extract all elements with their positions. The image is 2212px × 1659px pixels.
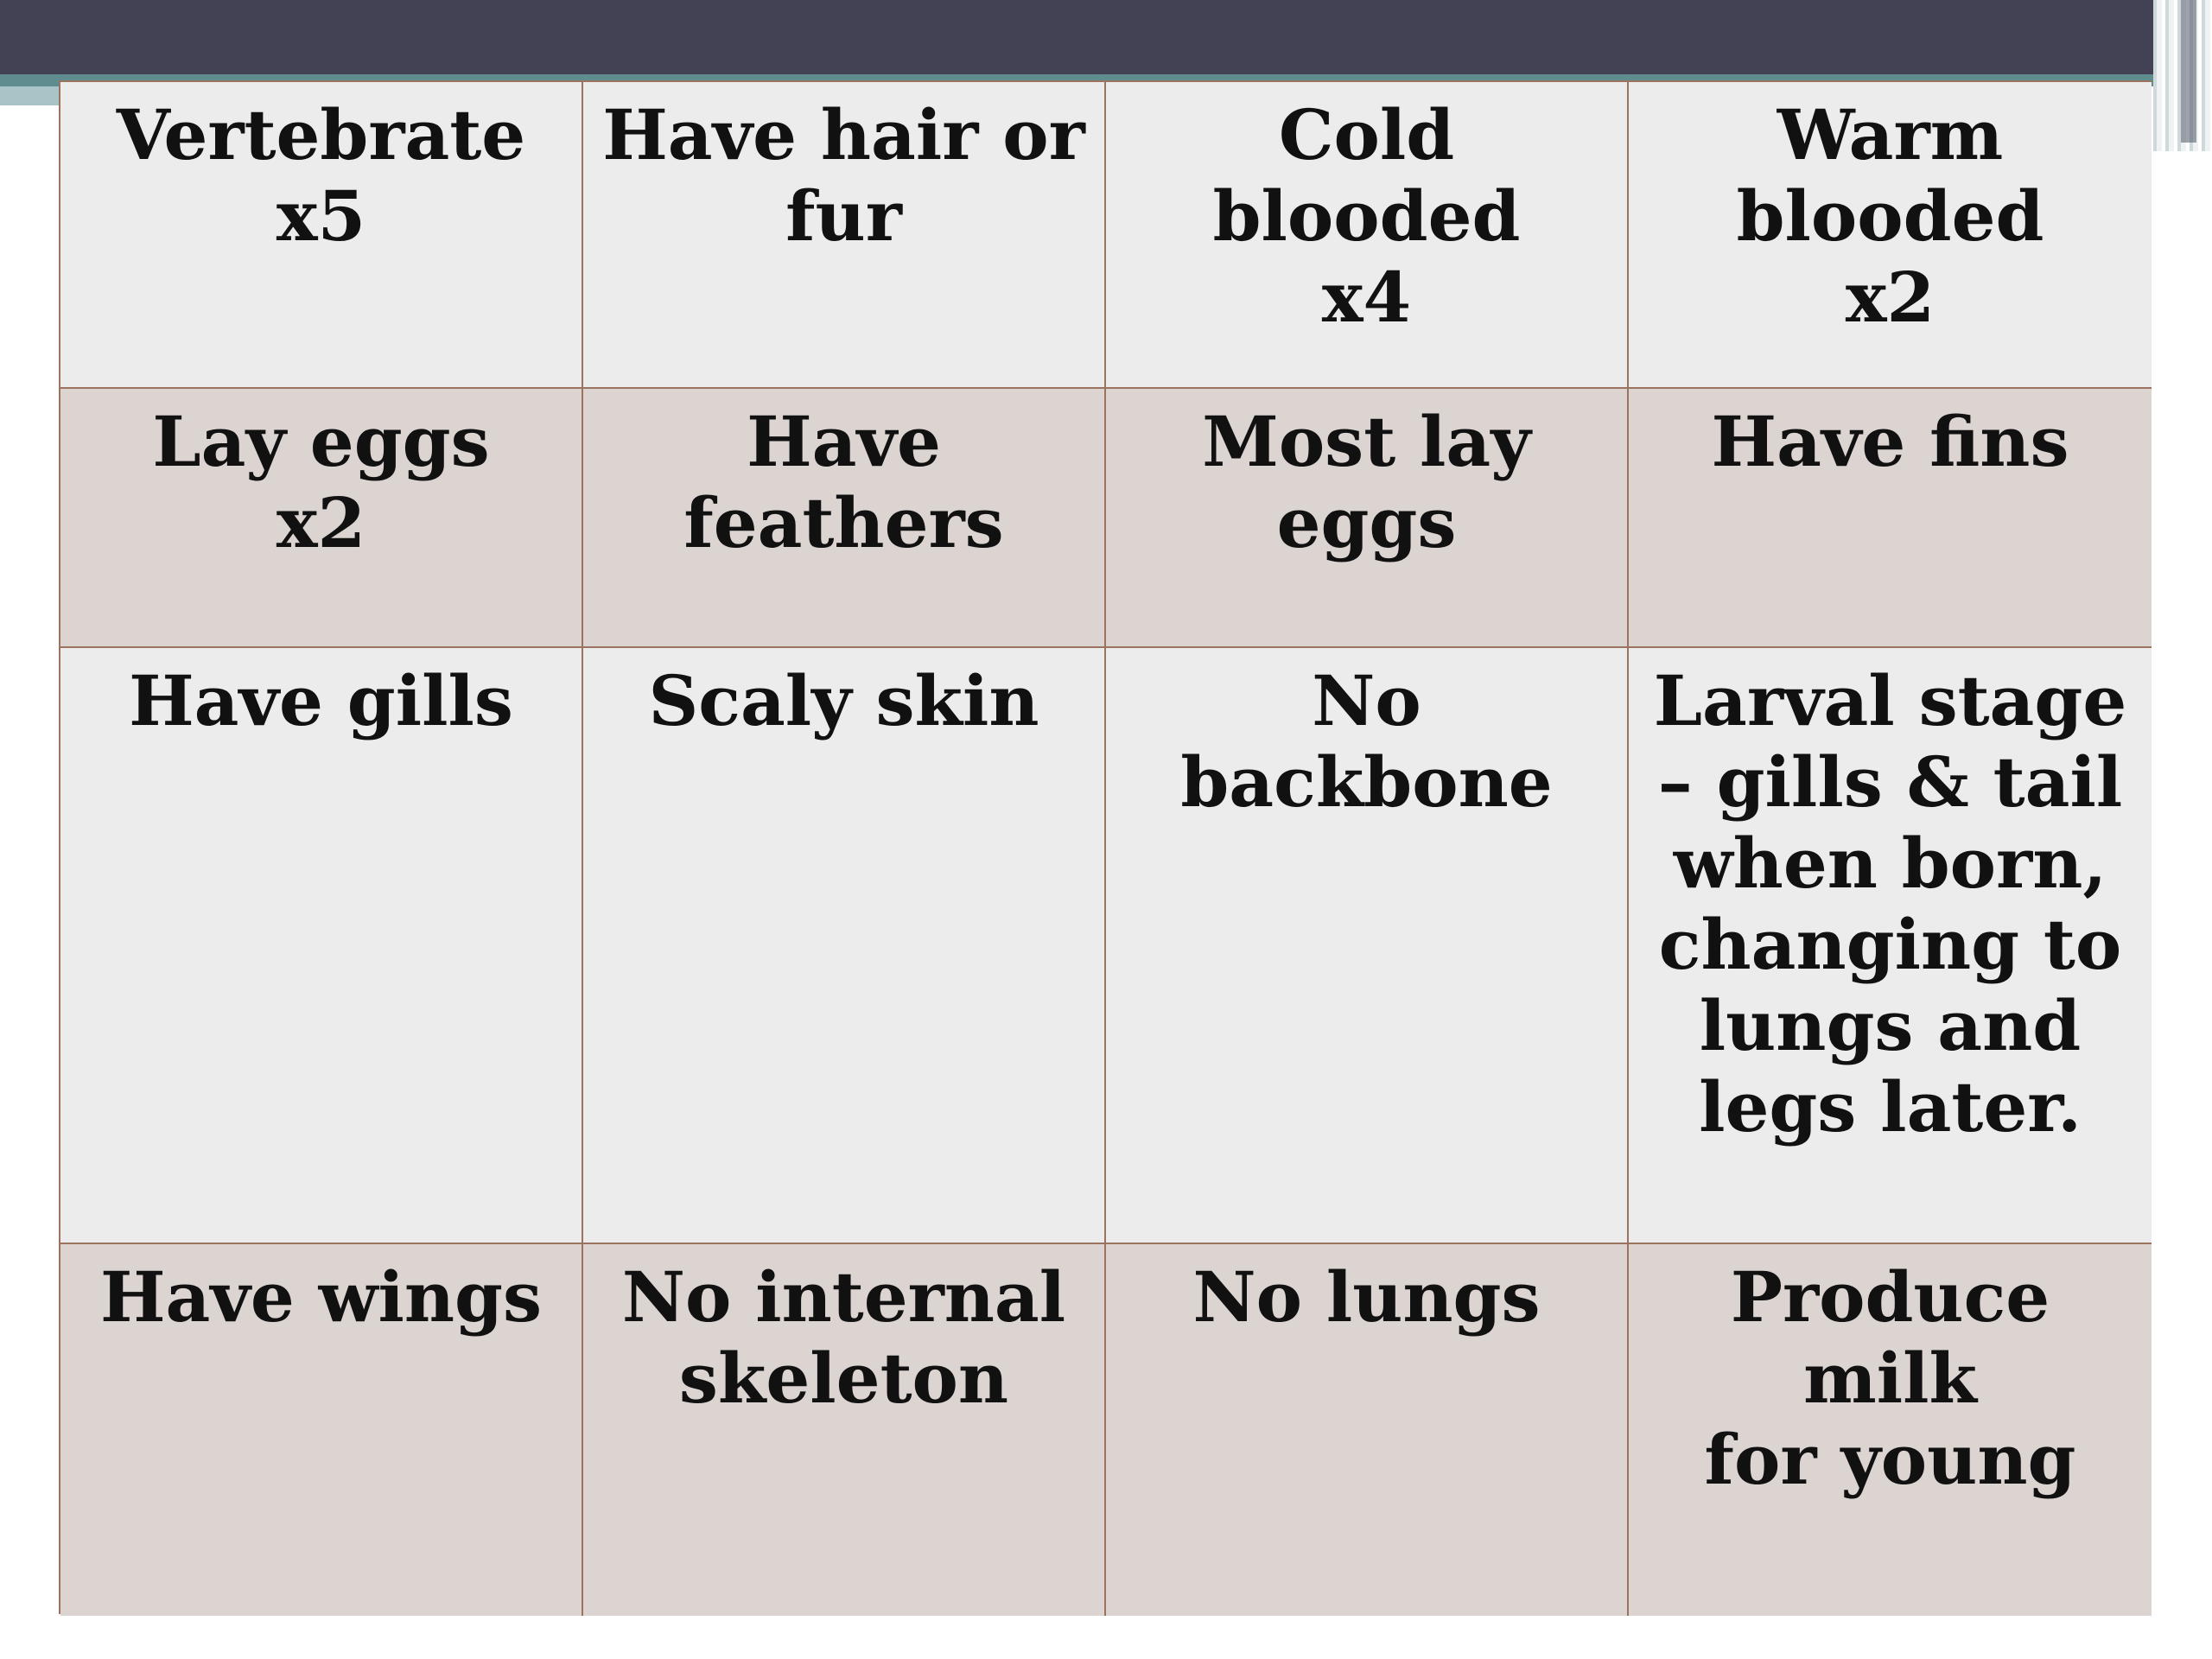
table-cell: Have fins [1629, 389, 2152, 648]
table-cell: Most lay eggs [1106, 389, 1629, 648]
table-cell: Have hair or fur [583, 82, 1106, 389]
table-cell: Produce milk for young [1629, 1244, 2152, 1616]
classification-table: Vertebrate x5 Have hair or fur Cold bloo… [59, 80, 2152, 1616]
table-cell: Scaly skin [583, 648, 1106, 1244]
table-cell: Cold blooded x4 [1106, 82, 1629, 389]
table-cell: Have gills [60, 648, 583, 1244]
table-cell: Lay eggs x2 [60, 389, 583, 648]
table-cell: Vertebrate x5 [60, 82, 583, 389]
table-cell: Have wings [60, 1244, 583, 1616]
top-banner [0, 0, 2212, 74]
table-cell: No lungs [1106, 1244, 1629, 1616]
corner-decoration-dark [2181, 0, 2196, 143]
table-cell: Have feathers [583, 389, 1106, 648]
table-cell: No internal skeleton [583, 1244, 1106, 1616]
table-cell: No backbone [1106, 648, 1629, 1244]
table-cell: Warm blooded x2 [1629, 82, 2152, 389]
table-cell: Larval stage – gills & tail when born, c… [1629, 648, 2152, 1244]
